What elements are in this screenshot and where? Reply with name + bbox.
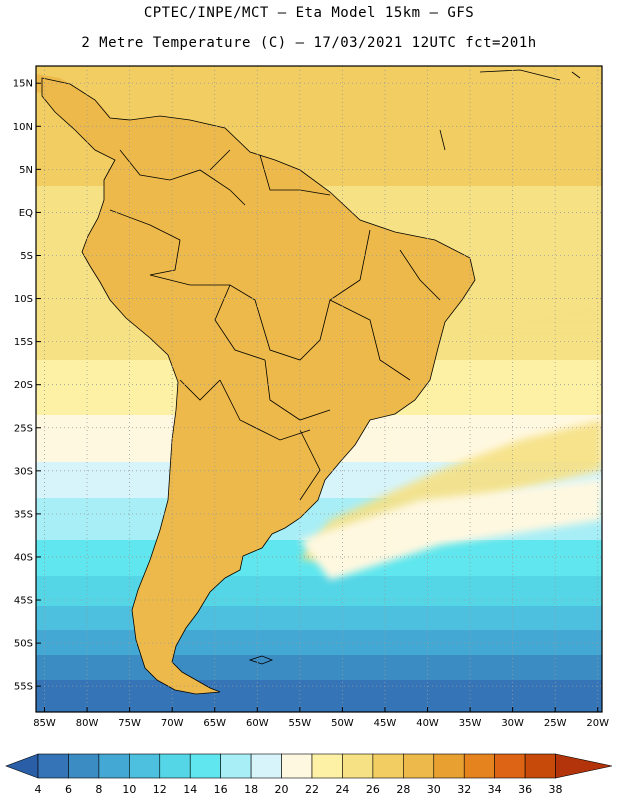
colorbar-swatch xyxy=(37,753,69,779)
lon-tick-label: 25W xyxy=(544,718,567,729)
lat-axis: 15N 10N 5N EQ 5S 10S 15S 20S 25S 30S 35S 40S 45S 50S 5… xyxy=(13,79,41,693)
coastlines-borders xyxy=(41,69,581,695)
lon-tick-label: 55W xyxy=(289,718,312,729)
falklands xyxy=(248,655,274,665)
colorbar-swatch xyxy=(98,753,130,779)
map-title-line1: CPTEC/INPE/MCT – Eta Model 15km – GFS xyxy=(143,5,475,21)
colorbar-label: 14 xyxy=(183,783,197,796)
colorbar-swatch xyxy=(342,753,374,779)
colorbar-swatch xyxy=(68,753,100,779)
lat-tick-label: 20S xyxy=(14,380,33,391)
lon-tick-label: 65W xyxy=(203,718,226,729)
colorbar-swatch xyxy=(494,753,526,779)
colorbar-labels: 4 6 8 10 12 14 16 18 20 22 24 26 28 30 32 34 36 38 xyxy=(35,783,563,796)
colorbar-high-arrow xyxy=(555,753,613,779)
lat-tick-label: 5N xyxy=(19,165,33,176)
lon-tick-label: 70W xyxy=(161,718,184,729)
lat-tick-label: 45S xyxy=(14,596,33,607)
colorbar-label: 18 xyxy=(244,783,258,796)
colorbar-label: 22 xyxy=(305,783,319,796)
colorbar-label: 34 xyxy=(488,783,502,796)
colorbar-label: 4 xyxy=(35,783,42,796)
colorbar-low-arrow xyxy=(5,753,39,779)
lon-axis: 85W 80W 75W 70W 65W 60W 55W 50W 45W 40W 35W 30W 25W 2… xyxy=(33,707,609,729)
lon-tick-label: 85W xyxy=(33,718,56,729)
colorbar-label: 28 xyxy=(396,783,410,796)
colorbar-label: 38 xyxy=(549,783,563,796)
colorbar-swatch xyxy=(433,753,465,779)
lon-tick-label: 60W xyxy=(246,718,269,729)
lon-tick-label: 75W xyxy=(118,718,141,729)
lat-tick-label: 15N xyxy=(13,79,33,90)
lat-tick-label: 10S xyxy=(14,294,33,305)
ocean-band-cold7 xyxy=(36,680,602,712)
country-borders xyxy=(109,149,441,501)
colorbar-label: 8 xyxy=(95,783,102,796)
colorbar-swatch xyxy=(129,753,161,779)
lat-tick-label: 25S xyxy=(14,423,33,434)
map-title-line2: 2 Metre Temperature (C) – 17/03/2021 12U… xyxy=(81,35,537,51)
lon-tick-label: 20W xyxy=(586,718,609,729)
lon-tick-label: 40W xyxy=(416,718,439,729)
colorbar-swatch xyxy=(372,753,404,779)
colorbar-label: 24 xyxy=(335,783,349,796)
colorbar-label: 12 xyxy=(153,783,167,796)
ocean-band-cold3 xyxy=(36,576,602,611)
lat-tick-label: 35S xyxy=(14,509,33,520)
colorbar-swatch xyxy=(250,753,282,779)
colorbar-label: 6 xyxy=(65,783,72,796)
colorbar-swatch xyxy=(159,753,191,779)
colorbar-label: 36 xyxy=(518,783,532,796)
map-frame xyxy=(35,65,603,713)
lon-tick-label: 45W xyxy=(374,718,397,729)
colorbar-label: 26 xyxy=(366,783,380,796)
colorbar-label: 20 xyxy=(275,783,289,796)
lat-tick-label: 30S xyxy=(14,466,33,477)
lat-tick-label: 15S xyxy=(14,337,33,348)
lat-tick-label: 50S xyxy=(14,639,33,650)
colorbar-swatch xyxy=(189,753,221,779)
colorbar-label: 10 xyxy=(122,783,136,796)
colorbar-swatch xyxy=(281,753,313,779)
lon-tick-label: 35W xyxy=(459,718,482,729)
lat-tick-label: 55S xyxy=(14,682,33,693)
colorbar: 4 6 8 10 12 14 16 18 20 22 24 26 28 30 32 34 36 38 xyxy=(5,753,613,796)
lat-tick-label: EQ xyxy=(19,208,33,219)
colorbar-label: 16 xyxy=(214,783,228,796)
lon-tick-label: 30W xyxy=(501,718,524,729)
colorbar-swatch xyxy=(220,753,252,779)
colorbar-label: 30 xyxy=(427,783,441,796)
colorbar-swatch xyxy=(403,753,435,779)
lat-tick-label: 10N xyxy=(13,122,33,133)
lat-tick-label: 40S xyxy=(14,552,33,563)
colorbar-label: 32 xyxy=(457,783,471,796)
caribbean-islands xyxy=(439,69,581,151)
colorbar-swatch xyxy=(311,753,343,779)
colorbar-swatches xyxy=(5,753,613,779)
subtropical-atlantic-band xyxy=(300,480,602,580)
lon-tick-label: 50W xyxy=(331,718,354,729)
colorbar-swatch xyxy=(463,753,495,779)
lon-tick-label: 80W xyxy=(76,718,99,729)
lat-tick-label: 5S xyxy=(20,251,33,262)
colorbar-swatch xyxy=(524,753,556,779)
